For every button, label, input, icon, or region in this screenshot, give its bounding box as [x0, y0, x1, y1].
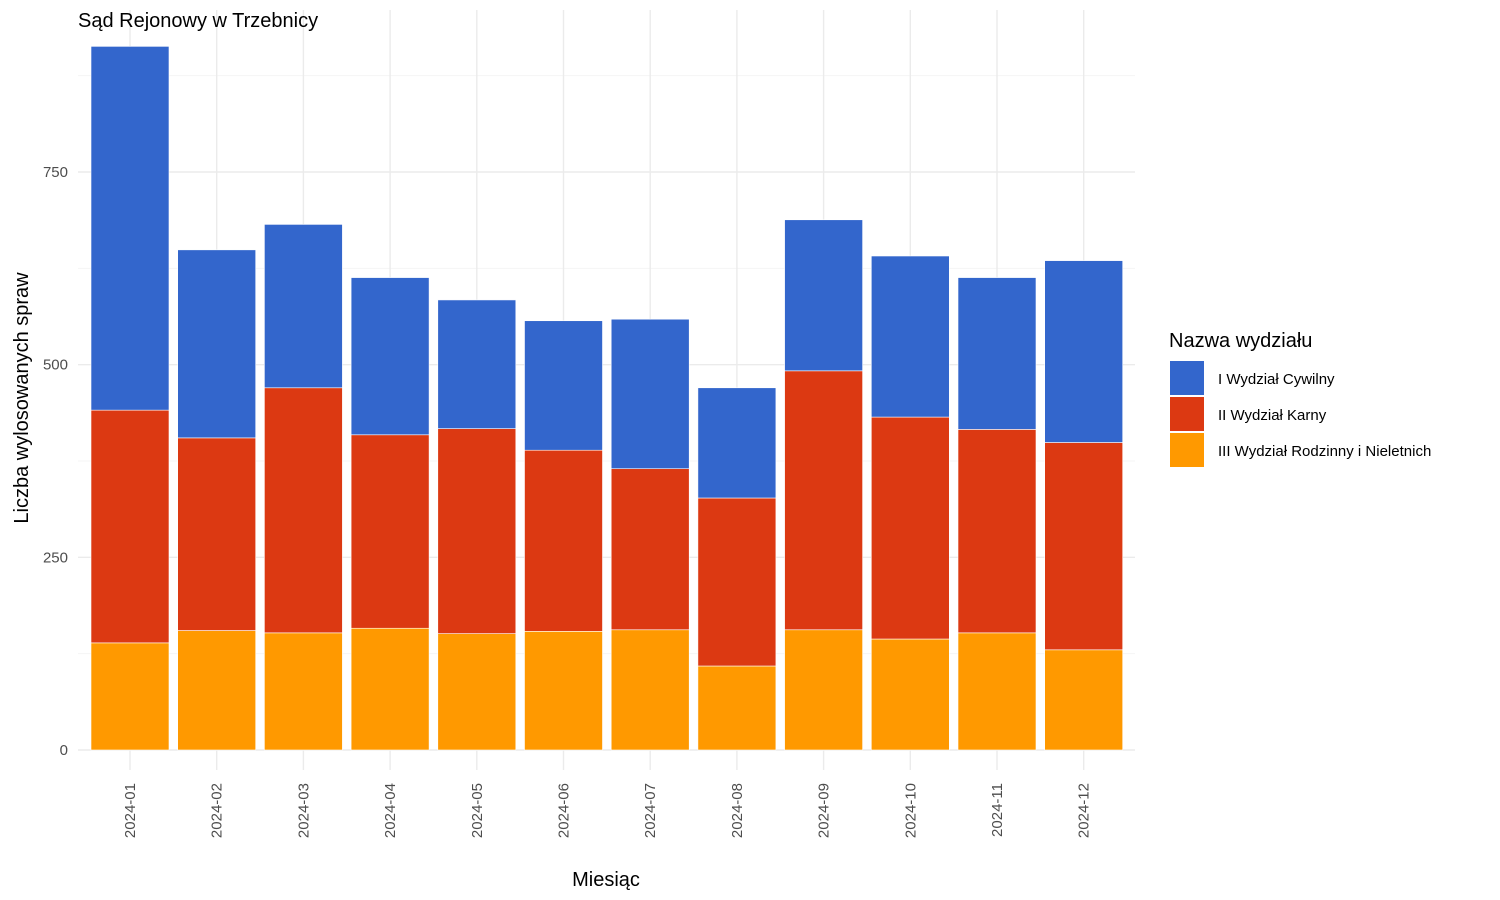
legend-label: III Wydział Rodzinny i Nieletnich — [1218, 443, 1431, 460]
bar-segment — [957, 277, 1037, 430]
bar-segment — [437, 299, 517, 429]
bar-segment — [264, 632, 343, 751]
bar-segment — [610, 318, 690, 470]
bar-segment — [870, 638, 950, 751]
bar-segment — [90, 409, 170, 644]
bar-segment — [610, 629, 690, 751]
x-tick-label: 2024-09 — [816, 783, 833, 838]
y-tick-label: 250 — [43, 549, 68, 566]
bar-segment — [264, 224, 343, 389]
bar-segment — [610, 468, 690, 631]
x-tick-label: 2024-04 — [382, 783, 399, 838]
bar-segment — [784, 629, 863, 751]
x-tick-label: 2024-07 — [642, 783, 659, 838]
x-tick-label: 2024-01 — [122, 783, 139, 838]
legend-title: Nazwa wydziału — [1169, 330, 1312, 352]
y-tick-label: 750 — [43, 164, 68, 181]
bars — [90, 46, 1123, 751]
bar-segment — [177, 437, 256, 631]
x-tick-label: 2024-06 — [556, 783, 573, 838]
y-tick-label: 500 — [43, 357, 68, 374]
x-tick-label: 2024-08 — [729, 783, 746, 838]
bar-segment — [1044, 260, 1123, 443]
x-tick-label: 2024-03 — [295, 783, 312, 838]
bar-segment — [697, 497, 777, 667]
bar-segment — [350, 277, 430, 436]
bar-segment — [870, 255, 950, 418]
bar-segment — [784, 219, 863, 372]
x-tick-label: 2024-12 — [1076, 783, 1093, 838]
legend: Nazwa wydziału I Wydział Cywilny II Wydzi… — [1169, 330, 1431, 467]
y-axis-ticks: 0 250 500 750 — [43, 164, 68, 759]
bar-segment — [264, 387, 343, 634]
legend-label: I Wydział Cywilny — [1218, 371, 1335, 388]
y-tick-label: 0 — [60, 742, 68, 759]
x-tick-label: 2024-10 — [902, 783, 919, 838]
bar-segment — [90, 642, 170, 751]
x-axis-title: Miesiąc — [572, 869, 640, 891]
x-tick-label: 2024-05 — [469, 783, 486, 838]
bar-segment — [957, 429, 1037, 634]
bar-segment — [1044, 649, 1123, 751]
legend-swatch — [1170, 397, 1204, 431]
bar-segment — [697, 665, 777, 751]
bar-segment — [697, 387, 777, 499]
bar-segment — [870, 416, 950, 640]
bar-segment — [437, 428, 517, 634]
bar-segment — [524, 320, 603, 451]
bar-segment — [524, 449, 603, 632]
bar-segment — [524, 631, 603, 751]
bar-segment — [1044, 442, 1123, 651]
bar-segment — [784, 370, 863, 631]
x-tick-label: 2024-11 — [989, 783, 1006, 837]
x-axis-ticks: 2024-01 2024-02 2024-03 2024-04 2024-05 2024-… — [122, 783, 1093, 838]
bar-segment — [437, 633, 517, 751]
bar-segment — [177, 630, 256, 751]
legend-swatch — [1170, 361, 1204, 395]
bar-segment — [350, 627, 430, 751]
y-axis-title: Liczba wylosowanych spraw — [11, 272, 33, 524]
legend-label: II Wydział Karny — [1218, 407, 1327, 424]
legend-swatch — [1170, 433, 1204, 467]
x-tick-label: 2024-02 — [209, 783, 226, 838]
bar-segment — [90, 46, 170, 411]
bar-segment — [957, 632, 1037, 751]
bar-segment — [350, 434, 430, 629]
bar-segment — [177, 249, 256, 439]
chart-title: Sąd Rejonowy w Trzebnicy — [78, 10, 318, 32]
